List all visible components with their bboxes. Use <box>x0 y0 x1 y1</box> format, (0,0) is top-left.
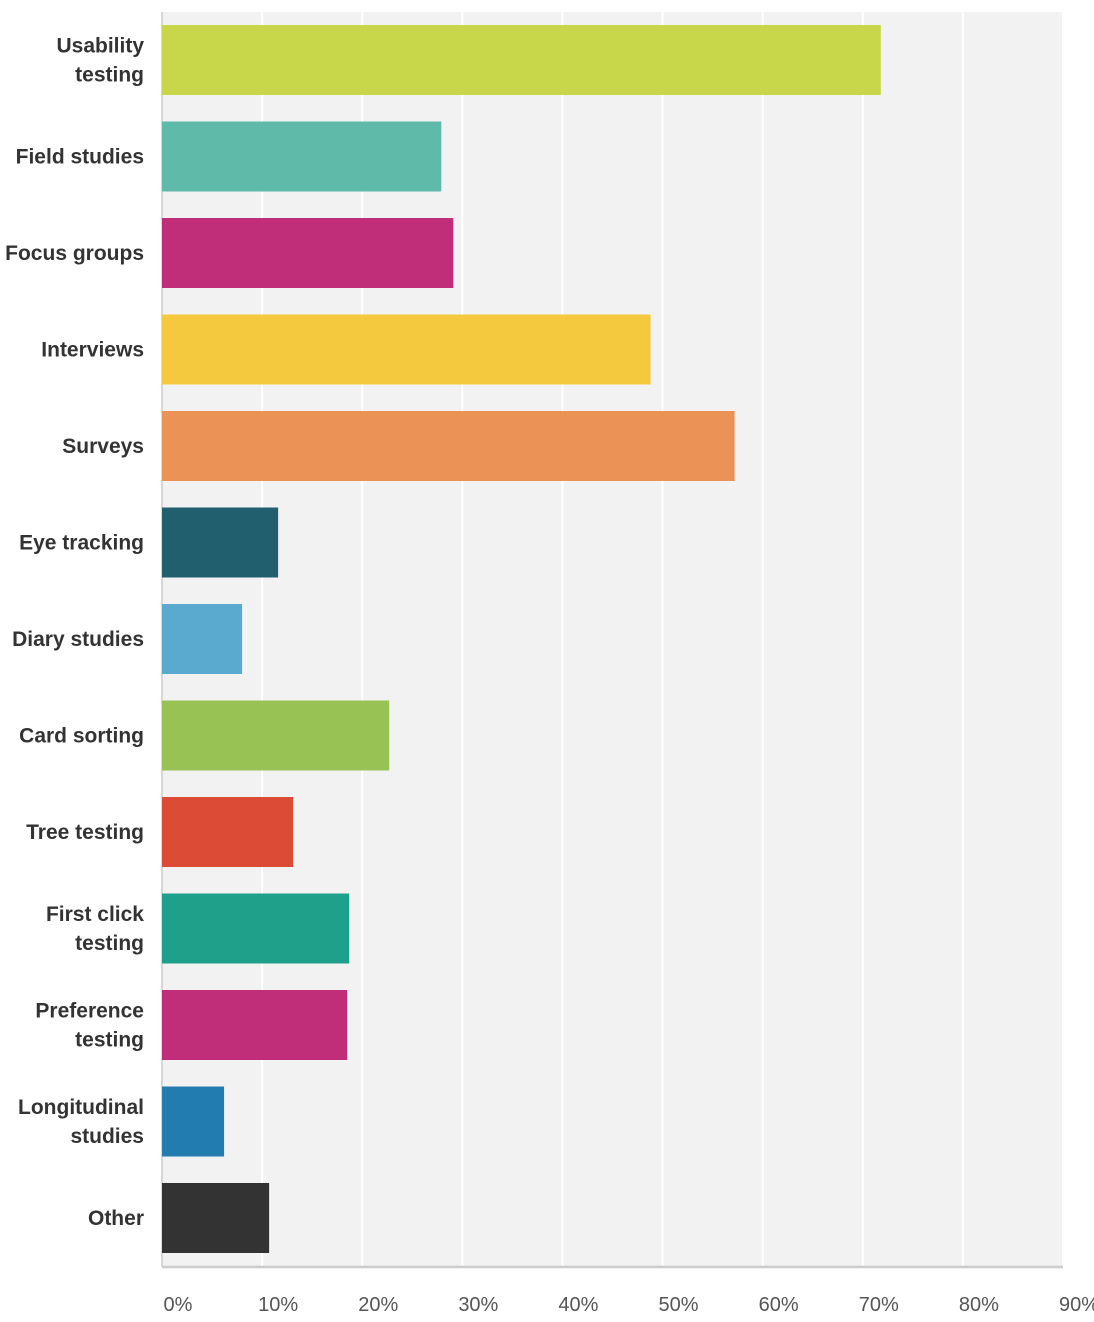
category-label: testing <box>75 64 144 87</box>
x-tick-label: 80% <box>959 1294 999 1316</box>
bar <box>162 797 294 867</box>
x-tick-label: 70% <box>859 1294 899 1316</box>
x-tick-label: 90% <box>1059 1294 1094 1316</box>
bar <box>162 25 881 95</box>
bar <box>162 314 651 385</box>
bar <box>162 218 454 288</box>
category-label: Other <box>88 1207 144 1230</box>
bar <box>162 411 735 481</box>
category-label: studies <box>70 1125 144 1148</box>
category-label: testing <box>75 1029 144 1052</box>
x-tick-label: 30% <box>458 1294 498 1316</box>
category-label: Interviews <box>41 339 144 362</box>
category-label: Diary studies <box>12 628 144 651</box>
category-label: Usability <box>56 35 144 58</box>
x-tick-label: 40% <box>558 1294 598 1316</box>
x-tick-label: 60% <box>759 1294 799 1316</box>
bar <box>162 1086 225 1157</box>
x-tick-label: 10% <box>258 1294 298 1316</box>
category-label: Field studies <box>16 146 144 169</box>
category-label: Preference <box>35 1000 144 1023</box>
bar <box>162 604 243 674</box>
category-label: Surveys <box>62 435 144 458</box>
x-tick-label: 20% <box>358 1294 398 1316</box>
x-tick-label: 0% <box>164 1294 193 1316</box>
bar <box>162 893 350 964</box>
category-label: Longitudinal <box>18 1096 144 1119</box>
category-label: testing <box>75 932 144 955</box>
x-tick-label: 50% <box>659 1294 699 1316</box>
category-label: Eye tracking <box>19 532 144 555</box>
category-label: Tree testing <box>26 821 144 844</box>
category-label: Card sorting <box>19 725 144 748</box>
bar <box>162 121 442 192</box>
bar <box>162 700 390 771</box>
bar <box>162 507 279 578</box>
bar <box>162 990 348 1060</box>
category-label: First click <box>46 903 144 926</box>
plot-area <box>162 12 1063 1267</box>
bar <box>162 1183 270 1253</box>
category-label: Focus groups <box>5 242 144 265</box>
